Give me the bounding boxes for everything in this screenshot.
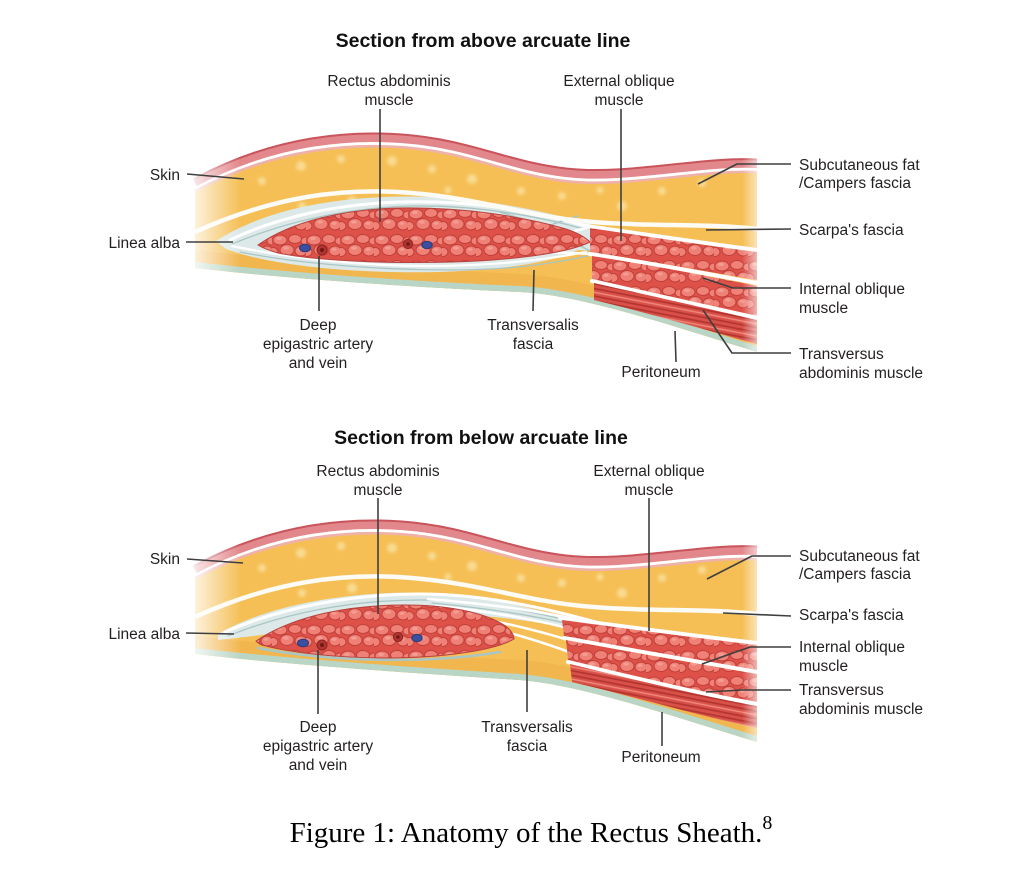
leader-transversalis bbox=[532, 269, 535, 312]
leader-lines-below bbox=[185, 498, 792, 746]
label-peritoneum: Peritoneum bbox=[621, 364, 700, 381]
leader-transversus bbox=[705, 689, 791, 693]
vein-icon bbox=[297, 638, 309, 648]
anatomy-art-above bbox=[183, 125, 768, 370]
epigastric-vessels bbox=[299, 238, 433, 256]
label-external-oblique: External oblique bbox=[563, 73, 674, 90]
svg-text:muscle: muscle bbox=[353, 482, 402, 499]
svg-text:abdominis muscle: abdominis muscle bbox=[799, 365, 923, 382]
svg-text:/Campers fascia: /Campers fascia bbox=[799, 566, 911, 583]
svg-text:muscle: muscle bbox=[364, 92, 413, 109]
leader-subcutaneous-fat bbox=[706, 555, 791, 580]
section-title: Section from below arcuate line bbox=[334, 427, 628, 449]
label-scarpas-fascia: Scarpa's fascia bbox=[799, 607, 904, 624]
svg-text:fascia: fascia bbox=[507, 738, 548, 755]
anterior-sheath-line bbox=[223, 592, 612, 634]
svg-text:muscle: muscle bbox=[799, 658, 848, 675]
leader-skin bbox=[186, 558, 244, 564]
svg-text:epigastric artery: epigastric artery bbox=[263, 336, 374, 353]
posterior-sheath-line bbox=[230, 244, 588, 268]
leader-internal-oblique bbox=[702, 277, 791, 289]
leader-scarpas bbox=[705, 228, 792, 231]
svg-text:epigastric artery: epigastric artery bbox=[263, 738, 374, 755]
svg-text:/Campers fascia: /Campers fascia bbox=[799, 175, 911, 192]
labels-above: Rectus abdominis muscle External oblique… bbox=[108, 73, 923, 382]
label-transversus: Transversus bbox=[799, 682, 884, 699]
label-rectus-abdominis: Rectus abdominis bbox=[316, 463, 439, 480]
figure-caption: Figure 1: Anatomy of the Rectus Sheath.8 bbox=[290, 812, 773, 849]
leader-subcutaneous-fat bbox=[697, 163, 791, 185]
label-skin: Skin bbox=[150, 551, 180, 568]
aponeurosis-int-trans bbox=[566, 660, 759, 706]
internal-oblique-band bbox=[592, 256, 757, 316]
label-internal-oblique: Internal oblique bbox=[799, 639, 905, 656]
right-fade bbox=[742, 512, 768, 762]
aponeurosis-int-trans bbox=[590, 279, 759, 320]
section-title: Section from above arcuate line bbox=[336, 30, 631, 52]
svg-text:muscle: muscle bbox=[594, 92, 643, 109]
labels-below: Rectus abdominis muscle External oblique… bbox=[108, 463, 923, 774]
external-oblique-band bbox=[590, 228, 757, 280]
anterior-sheath-edge bbox=[231, 205, 585, 245]
label-transversus: Transversus bbox=[799, 346, 884, 363]
svg-text:abdominis muscle: abdominis muscle bbox=[799, 701, 923, 718]
svg-text:fascia: fascia bbox=[513, 336, 554, 353]
leader-internal-oblique bbox=[701, 646, 791, 665]
aponeurosis-ext-int bbox=[562, 636, 759, 674]
label-subcutaneous-fat: Subcutaneous fat bbox=[799, 548, 920, 565]
label-subcutaneous-fat: Subcutaneous fat bbox=[799, 157, 920, 174]
vein-icon bbox=[299, 243, 311, 253]
peritoneum-line bbox=[195, 648, 757, 742]
external-oblique-band bbox=[562, 620, 757, 670]
leader-linea-alba bbox=[185, 632, 235, 635]
leader-peritoneum bbox=[674, 330, 677, 363]
label-transversalis: Transversalis bbox=[487, 317, 579, 334]
label-rectus-abdominis: Rectus abdominis bbox=[327, 73, 450, 90]
anterior-sheath-edge bbox=[227, 599, 607, 637]
label-linea-alba: Linea alba bbox=[108, 235, 180, 252]
label-deep-epigastric: Deep bbox=[299, 719, 336, 736]
leader-transversus bbox=[702, 309, 791, 354]
internal-oblique-band bbox=[566, 640, 757, 702]
leader-lines-above bbox=[186, 109, 792, 363]
leader-scarpas bbox=[722, 612, 792, 617]
rectus-sheath-region bbox=[218, 592, 655, 648]
label-skin: Skin bbox=[150, 167, 180, 184]
label-peritoneum: Peritoneum bbox=[621, 749, 700, 766]
aponeurosis-above-external bbox=[558, 616, 759, 645]
section-above-arcuate: Section from above arcuate line bbox=[108, 30, 923, 382]
label-transversalis: Transversalis bbox=[481, 719, 573, 736]
section-below-arcuate: Section from below arcuate line bbox=[108, 427, 923, 774]
vein-icon bbox=[411, 633, 423, 643]
transversalis-fascia-line bbox=[256, 646, 502, 662]
svg-text:and vein: and vein bbox=[289, 355, 348, 372]
right-fade bbox=[742, 125, 768, 370]
peritoneum-line bbox=[195, 262, 757, 352]
label-deep-epigastric: Deep bbox=[299, 317, 336, 334]
aponeurosis-ext-int bbox=[588, 252, 759, 285]
transversus-abdominis-band bbox=[570, 664, 757, 728]
aponeurosis-above-external bbox=[584, 224, 759, 252]
label-linea-alba: Linea alba bbox=[108, 626, 180, 643]
caption-superscript: 8 bbox=[762, 812, 772, 834]
svg-text:muscle: muscle bbox=[624, 482, 673, 499]
left-fade bbox=[183, 125, 241, 370]
leader-skin bbox=[186, 173, 245, 180]
vein-icon bbox=[421, 240, 433, 250]
svg-text:muscle: muscle bbox=[799, 300, 848, 317]
left-fade bbox=[183, 512, 241, 762]
label-internal-oblique: Internal oblique bbox=[799, 281, 905, 298]
label-scarpas-fascia: Scarpa's fascia bbox=[799, 222, 904, 239]
epigastric-vessels bbox=[297, 631, 423, 651]
anatomy-art-below bbox=[183, 512, 768, 762]
label-external-oblique: External oblique bbox=[593, 463, 704, 480]
svg-text:and vein: and vein bbox=[289, 757, 348, 774]
transversalis-fascia-line bbox=[239, 251, 589, 271]
